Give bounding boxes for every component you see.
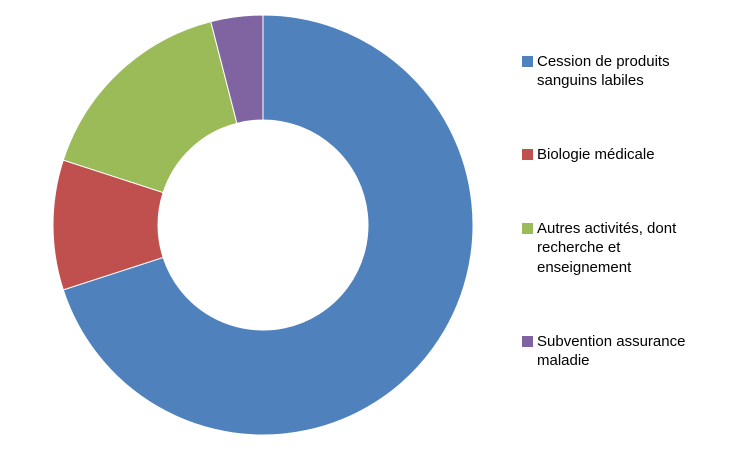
legend-label: Biologie médicale (537, 146, 655, 164)
legend-swatch (522, 223, 533, 235)
pie-slice-3 (62, 20, 238, 194)
legend-item: Biologie médicale (522, 145, 734, 164)
legend-label: Autres activités, dont recherche et ense… (537, 220, 677, 276)
legend-label: Cession de produits sanguins labiles (537, 53, 670, 90)
legend-item: Autres activités, dont recherche et ense… (522, 219, 734, 277)
legend-swatch (522, 56, 533, 67)
legend-item: Cession de produits sanguins labiles (522, 52, 734, 90)
legend-item: Subvention assurance maladie (522, 332, 734, 370)
legend-label: Subvention assurance maladie (537, 332, 686, 369)
legend-swatch (522, 149, 533, 161)
legend-swatch (522, 335, 533, 347)
donut-chart (52, 14, 474, 436)
chart-legend: Cession de produits sanguins labiles Biol… (522, 52, 734, 370)
pie-slice-4 (210, 14, 264, 124)
pie-slice-1 (62, 14, 474, 436)
